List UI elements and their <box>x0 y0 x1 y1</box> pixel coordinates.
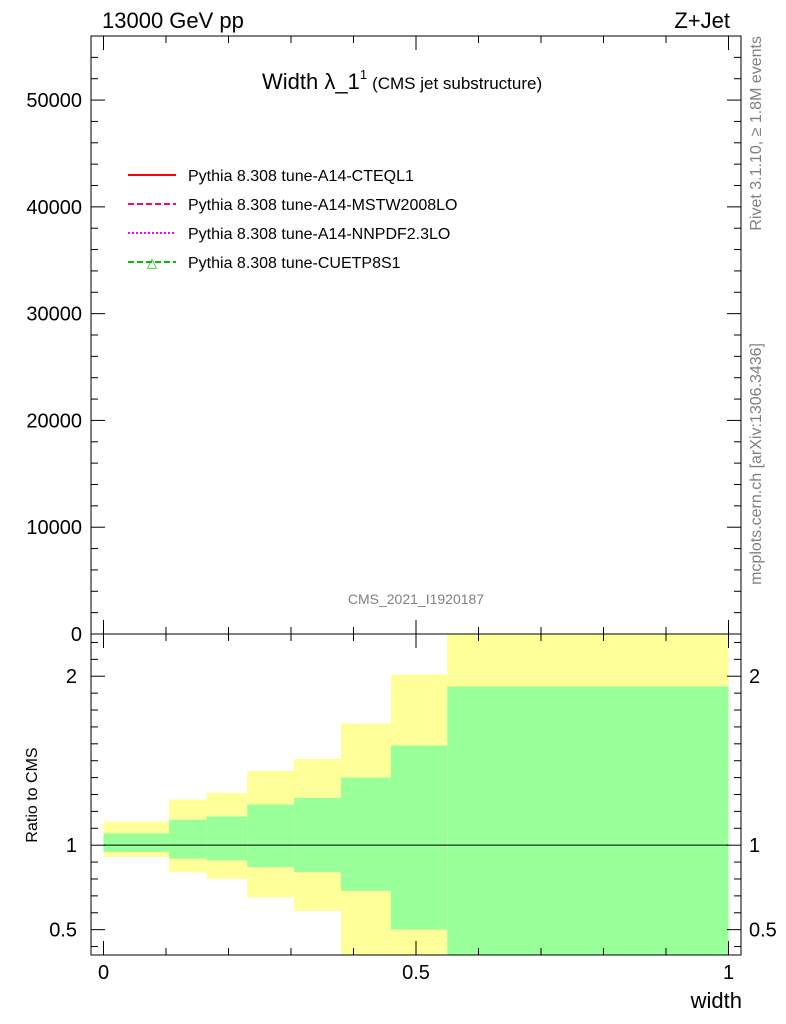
ratio-ytick-label-right: 2 <box>749 666 760 688</box>
legend-label-0: Pythia 8.308 tune-A14-CTEQL1 <box>188 168 414 185</box>
ratio-xtick-label: 0 <box>98 962 109 984</box>
inner-band-bin-7 <box>447 686 729 955</box>
main-ytick-label: 10000 <box>26 517 82 539</box>
ratio-ytick-label-left: 1 <box>66 835 77 857</box>
ratio-ytick-label-left: 2 <box>66 666 77 688</box>
plot-title-superscript: 1 <box>360 67 367 82</box>
inner-band-bin-4 <box>294 797 341 873</box>
header-energy: 13000 GeV pp <box>102 8 244 33</box>
ratio-ytick-label-right: 1 <box>749 835 760 857</box>
legend: Pythia 8.308 tune-A14-CTEQL1 Pythia 8.308… <box>128 168 457 272</box>
main-ytick-label: 40000 <box>26 197 82 219</box>
x-axis-label: width <box>690 988 742 1013</box>
legend-marker-icon-3: △ <box>147 255 157 270</box>
watermark-analysis: CMS_2021_I1920187 <box>348 591 484 607</box>
header-process: Z+Jet <box>674 8 730 33</box>
ratio-bands <box>103 634 729 955</box>
ratio-ytick-label-right: 0.5 <box>749 920 777 942</box>
plot-title-main: Width λ_1 <box>262 69 360 94</box>
ratio-ytick-label-left: 0.5 <box>49 920 77 942</box>
legend-label-3: Pythia 8.308 tune-CUETP8S1 <box>188 255 401 272</box>
legend-label-1: Pythia 8.308 tune-A14-MSTW2008LO <box>188 197 457 214</box>
inner-band-bin-1 <box>169 819 207 859</box>
ratio-xtick-label: 1 <box>723 962 734 984</box>
main-plot-frame <box>90 35 742 635</box>
inner-band-bin-3 <box>247 804 295 868</box>
legend-label-2: Pythia 8.308 tune-A14-NNPDF2.3LO <box>188 226 450 243</box>
mcplots-label: mcplots.cern.ch [arXiv:1306.3436] <box>748 343 765 585</box>
main-ytick-label: 0 <box>71 624 82 646</box>
main-ytick-label: 30000 <box>26 304 82 326</box>
ratio-ylabel: Ratio to CMS <box>24 747 41 842</box>
inner-band-bin-6 <box>391 745 448 930</box>
plot-title-suffix: (CMS jet substructure) <box>372 74 542 93</box>
ratio-axes: 0.5 0.5 1 1 2 2 0 0.5 1 <box>49 633 777 984</box>
main-ytick-label: 50000 <box>26 90 82 112</box>
main-ytick-label: 20000 <box>26 410 82 432</box>
inner-band-bin-0 <box>103 833 170 852</box>
rivet-label: Rivet 3.1.10, ≥ 1.8M events <box>748 36 765 231</box>
ratio-xtick-label: 0.5 <box>402 962 430 984</box>
plot-title: Width λ_11 (CMS jet substructure) <box>262 67 542 94</box>
main-axes: 0 10000 20000 30000 40000 50000 <box>26 35 742 646</box>
inner-band-bin-5 <box>341 777 391 891</box>
inner-band-bin-2 <box>206 816 248 861</box>
